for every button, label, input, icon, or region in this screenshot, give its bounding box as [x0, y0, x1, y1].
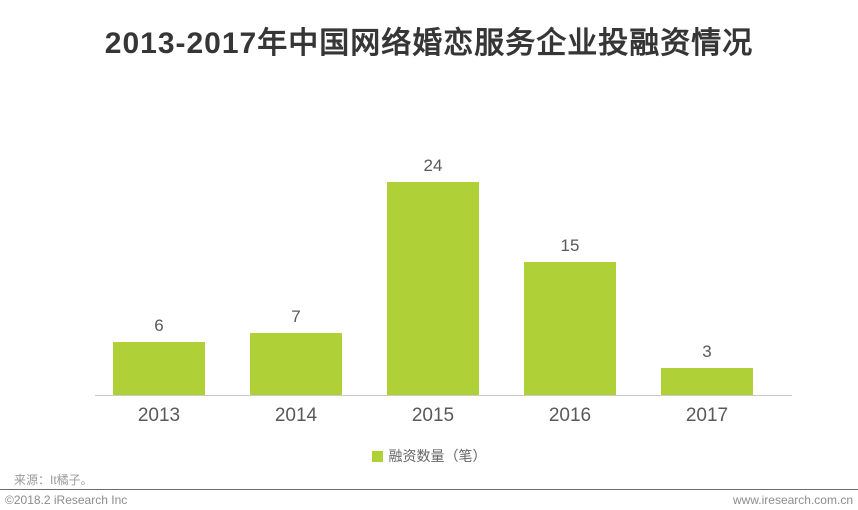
bar-2013: [113, 342, 205, 395]
x-axis-labels: 2013 2014 2015 2016 2017: [113, 405, 753, 427]
bar-2016: [524, 262, 616, 395]
bar-2015: [387, 182, 479, 395]
bar-2014: [250, 333, 342, 395]
bar-group-2013: 6: [113, 316, 205, 395]
x-tick-2017: 2017: [685, 405, 729, 426]
bar-group-2017: 3: [661, 342, 753, 395]
bar-value-label: 7: [291, 307, 301, 326]
chart-title: 2013-2017年中国网络婚恋服务企业投融资情况: [104, 27, 754, 60]
bar-group-2016: 15: [524, 236, 616, 395]
x-tick-2014: 2014: [274, 405, 318, 426]
x-axis-line: [95, 395, 792, 396]
source-note: 来源：It橘子。: [14, 473, 93, 487]
bar-2017: [661, 368, 753, 395]
bar-value-label: 6: [154, 316, 164, 335]
bar-value-label: 24: [423, 156, 443, 175]
x-tick-2015: 2015: [411, 405, 455, 426]
bar-value-label: 3: [702, 342, 712, 361]
chart-legend: 融资数量（笔）: [0, 446, 858, 466]
x-tick-2013: 2013: [137, 405, 181, 426]
bar-group-2014: 7: [250, 307, 342, 395]
footer-website: www.iresearch.com.cn: [732, 493, 853, 507]
legend-label: 融资数量（笔）: [388, 448, 487, 464]
x-tick-2016: 2016: [548, 405, 592, 426]
bar-group-2015: 24: [387, 156, 479, 395]
bar-value-label: 15: [560, 236, 580, 255]
footer-copyright: ©2018.2 iResearch Inc: [5, 493, 128, 507]
legend-swatch-icon: [371, 450, 383, 462]
bar-plot-area: 6 7 24 15 3: [113, 150, 753, 395]
footer-bar: ©2018.2 iResearch Inc www.iresearch.com.…: [0, 489, 858, 510]
